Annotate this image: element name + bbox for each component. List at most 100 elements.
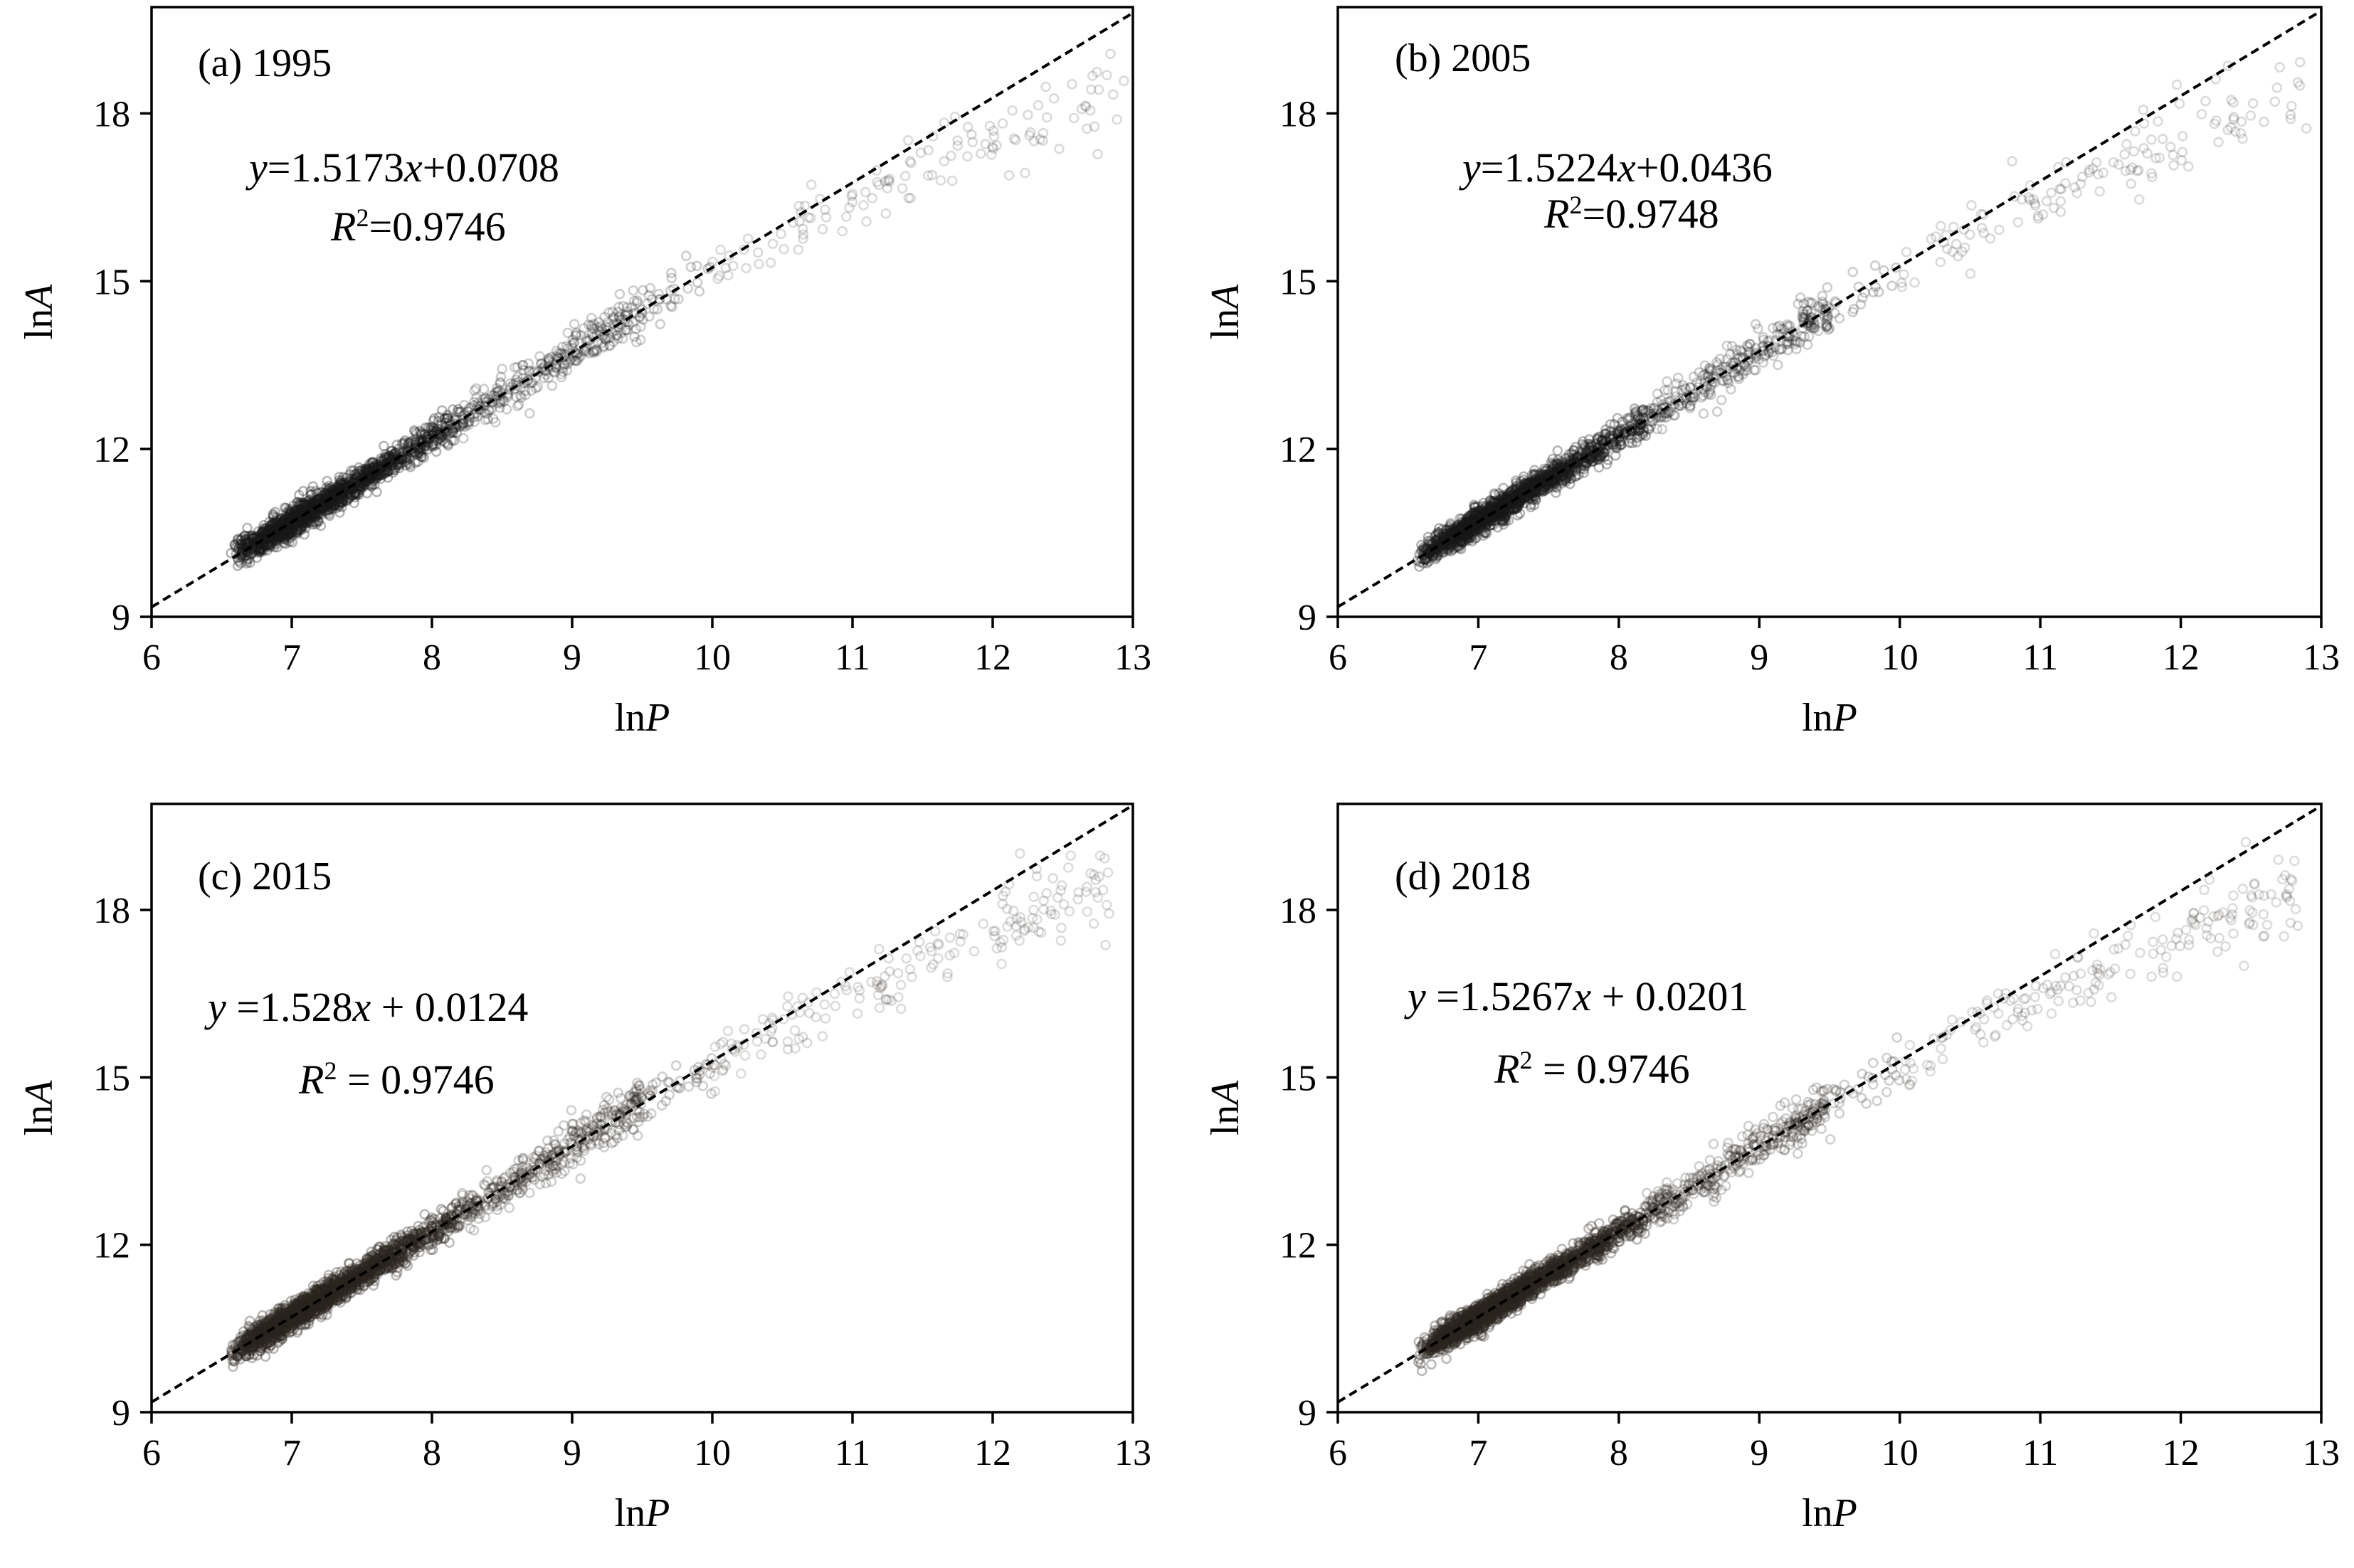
data-point — [416, 429, 426, 440]
data-point — [666, 302, 677, 312]
data-point — [381, 461, 392, 472]
data-point — [302, 495, 314, 507]
data-point — [357, 475, 368, 486]
data-point — [413, 456, 423, 467]
data-point — [1520, 478, 1531, 489]
data-point — [1459, 518, 1470, 529]
data-point — [264, 541, 275, 553]
data-point — [1418, 558, 1429, 569]
data-point — [293, 498, 305, 509]
data-point — [1487, 507, 1498, 518]
data-point — [539, 372, 549, 383]
data-point — [373, 464, 384, 475]
data-point — [270, 517, 281, 529]
data-point — [349, 477, 359, 489]
data-point — [346, 465, 357, 476]
data-point — [2108, 157, 2119, 168]
data-point — [303, 504, 314, 515]
data-point — [1494, 488, 1504, 499]
data-point — [365, 473, 376, 484]
data-point — [2016, 194, 2027, 205]
data-point — [1440, 524, 1452, 535]
data-point — [1486, 498, 1497, 509]
data-point — [1529, 492, 1540, 503]
data-point — [336, 485, 347, 497]
data-point — [413, 447, 424, 459]
data-point — [2055, 196, 2067, 207]
data-point — [820, 204, 830, 216]
data-point — [1552, 445, 1563, 456]
data-point — [304, 505, 315, 517]
data-point — [296, 518, 307, 529]
data-point — [275, 525, 287, 536]
data-point — [1496, 514, 1506, 525]
data-point — [1521, 476, 1532, 487]
x-tick-label: 10 — [694, 637, 731, 678]
data-point — [1471, 510, 1482, 521]
x-tick-label: 8 — [1610, 637, 1628, 678]
data-point — [576, 329, 586, 341]
data-point — [1723, 378, 1734, 388]
data-point — [327, 492, 339, 503]
data-point — [1526, 484, 1537, 495]
data-point — [1802, 339, 1813, 350]
data-point — [427, 421, 438, 433]
data-point — [233, 556, 244, 567]
data-point — [517, 359, 528, 371]
data-point — [976, 148, 986, 159]
data-point — [1563, 462, 1575, 474]
data-point — [431, 440, 442, 450]
data-point — [317, 499, 328, 510]
data-point — [1443, 534, 1455, 545]
data-point — [666, 272, 677, 284]
data-point — [337, 497, 347, 508]
data-point — [315, 499, 326, 510]
data-point — [1479, 527, 1491, 539]
data-point — [335, 489, 347, 500]
data-point — [265, 520, 276, 531]
data-point — [1798, 312, 1809, 323]
data-point — [282, 512, 293, 523]
panel-label: (b) 2005 — [1395, 36, 1531, 80]
data-point — [342, 495, 353, 506]
data-point — [967, 137, 978, 148]
data-point — [1587, 456, 1598, 467]
data-point — [316, 509, 327, 520]
data-point — [278, 531, 289, 542]
data-point — [387, 467, 399, 478]
data-point — [575, 1173, 586, 1184]
data-point — [1609, 419, 1620, 430]
data-point — [303, 506, 315, 517]
x-tick-label: 13 — [1114, 637, 1151, 678]
data-point — [312, 487, 322, 499]
data-point — [479, 401, 490, 411]
data-point — [334, 497, 345, 508]
data-point — [882, 175, 894, 186]
data-point — [1473, 517, 1484, 527]
data-point — [272, 518, 283, 529]
data-point — [614, 288, 626, 300]
data-point — [294, 507, 305, 519]
data-point — [1548, 466, 1558, 477]
data-point — [440, 417, 450, 428]
data-point — [1788, 326, 1798, 337]
data-point — [1790, 335, 1801, 346]
data-point — [281, 507, 292, 519]
data-point — [1763, 347, 1774, 359]
data-point — [798, 229, 809, 240]
data-point — [403, 438, 413, 449]
data-point — [1468, 526, 1479, 537]
data-point — [432, 435, 443, 446]
data-point — [1511, 503, 1523, 514]
data-point — [1870, 281, 1881, 292]
data-point — [504, 1202, 515, 1213]
data-point — [306, 512, 317, 522]
data-point — [1508, 484, 1519, 495]
data-point — [1485, 509, 1497, 521]
data-point — [266, 540, 278, 551]
data-point — [259, 534, 270, 545]
data-point — [349, 488, 361, 499]
data-point — [1432, 527, 1443, 538]
data-point — [1507, 504, 1519, 516]
data-point — [593, 317, 604, 328]
